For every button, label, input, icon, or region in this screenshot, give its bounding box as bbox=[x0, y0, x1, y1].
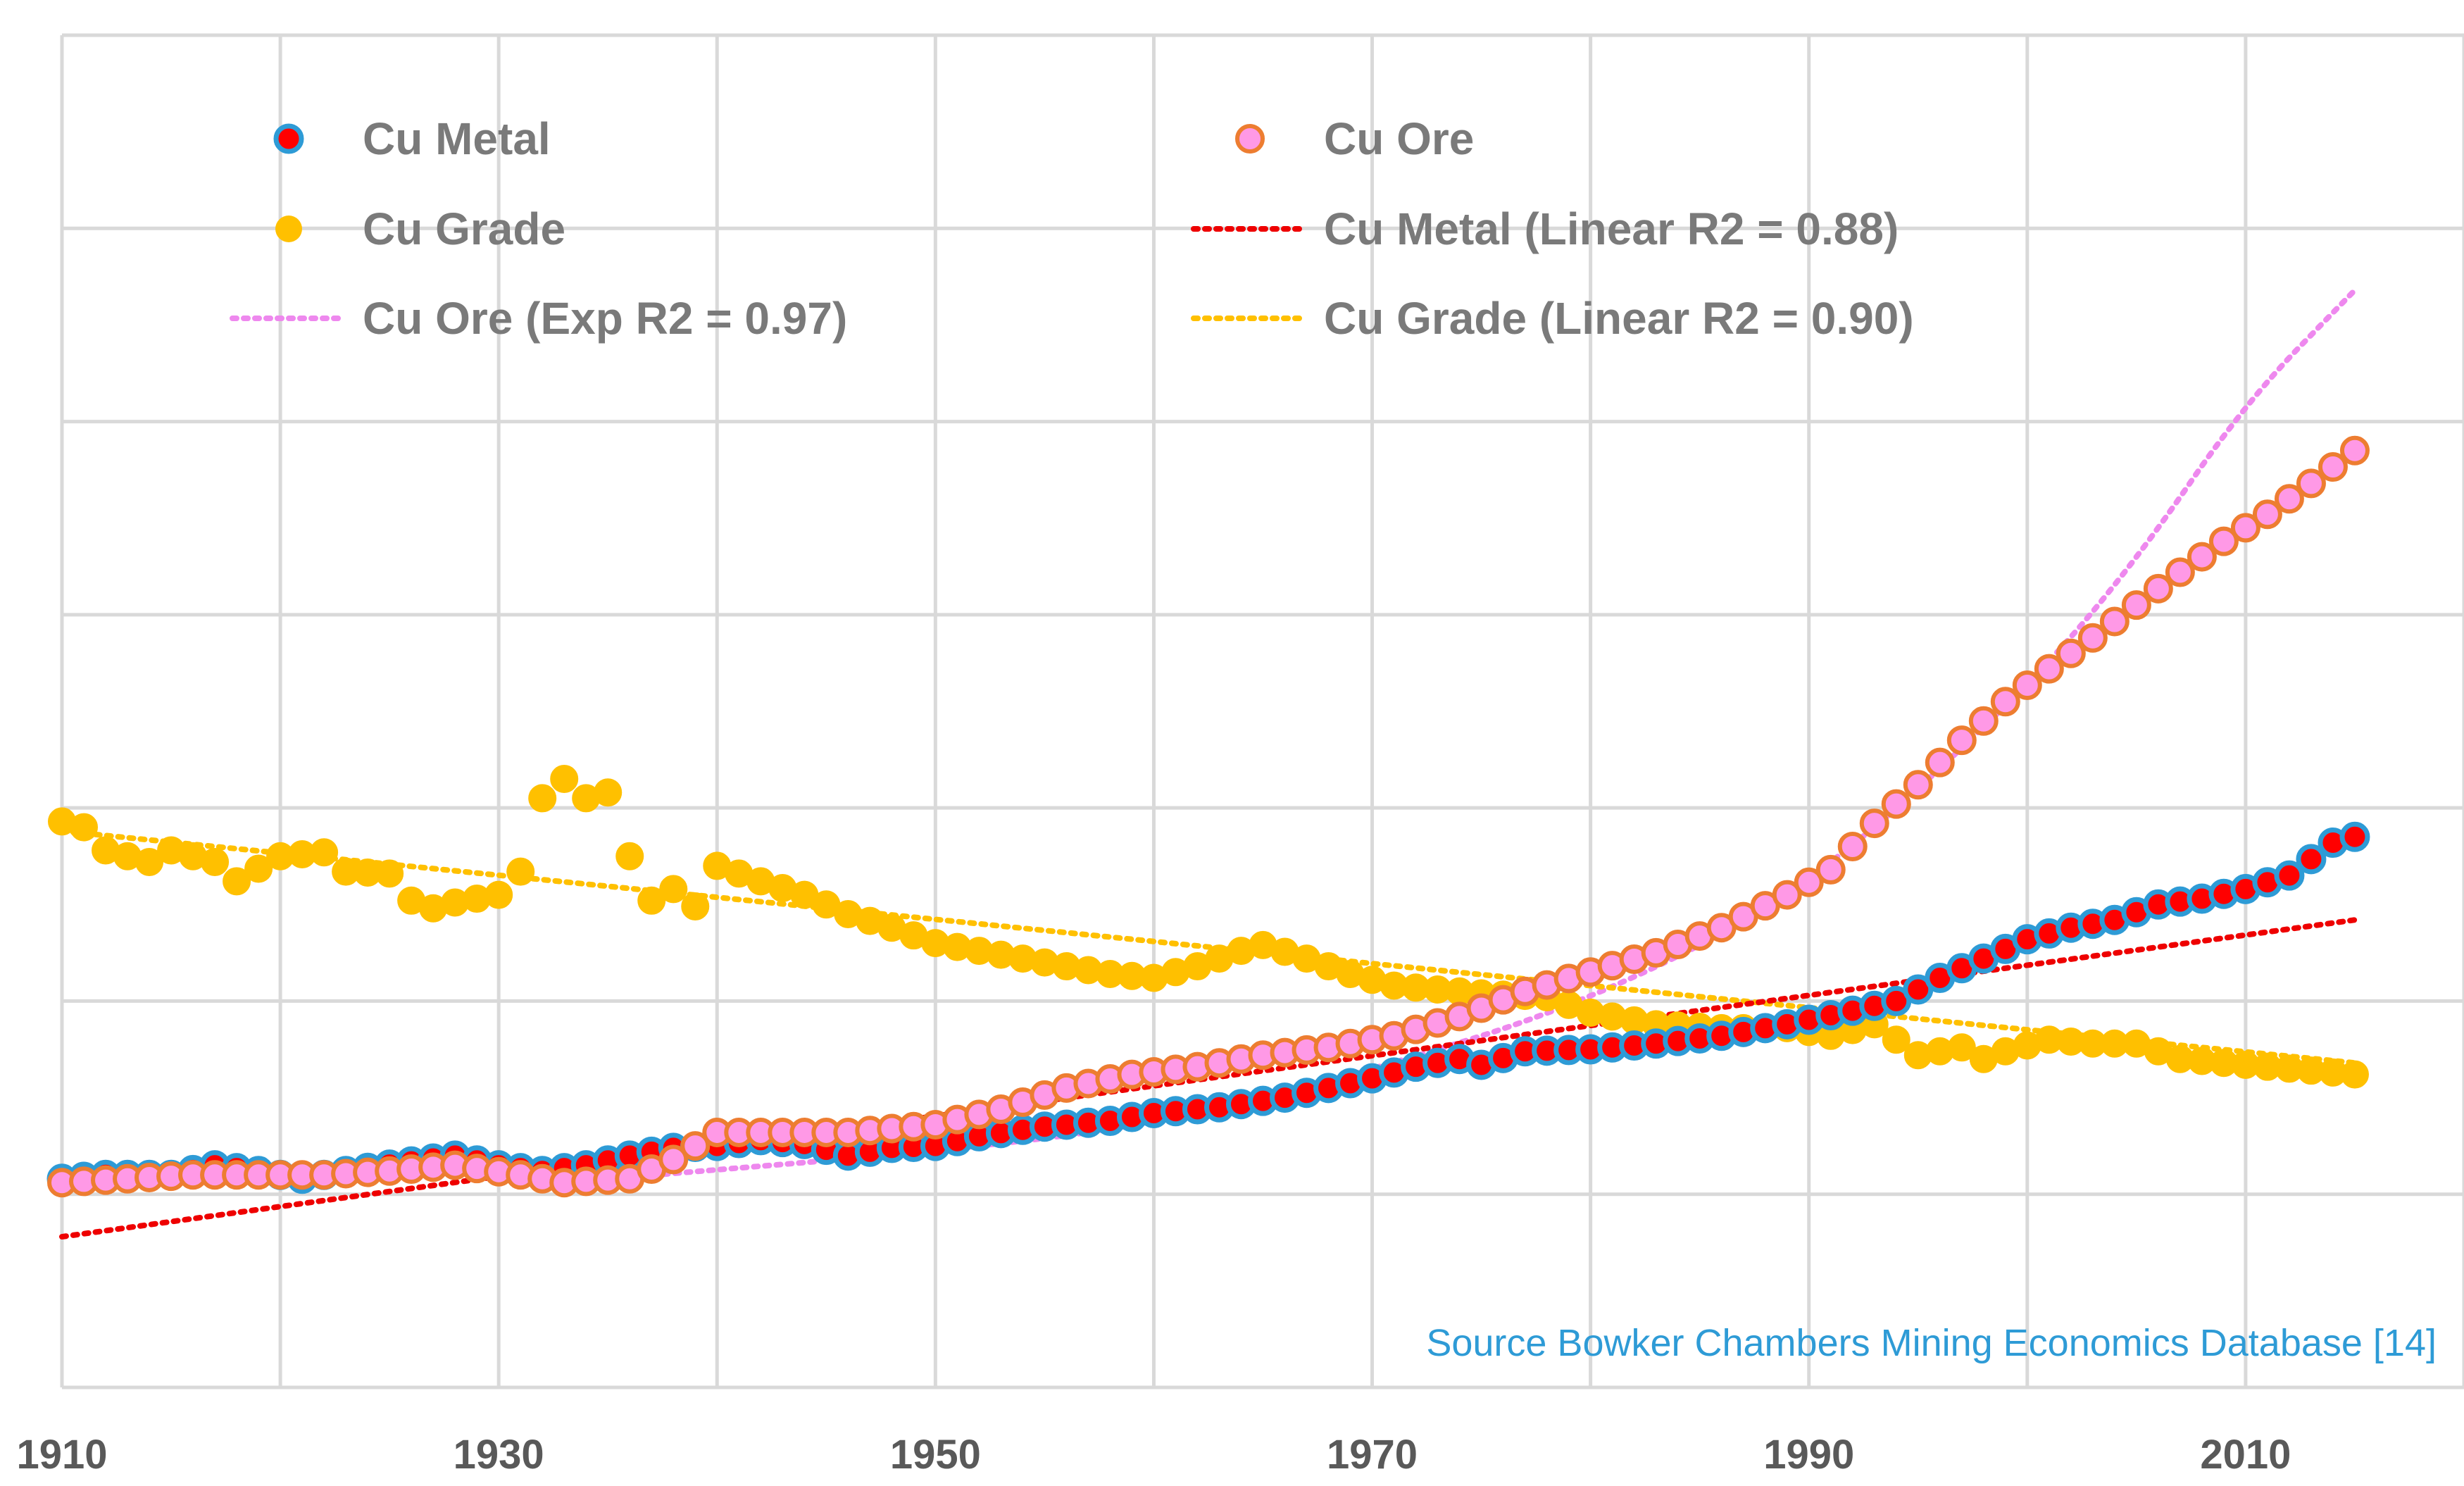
cu-ore-point bbox=[1925, 747, 1955, 778]
cu-ore-point bbox=[1968, 706, 1999, 736]
cu-metal-point bbox=[2274, 860, 2305, 891]
cu-grade-point bbox=[506, 857, 535, 886]
legend-marker bbox=[1235, 124, 1265, 154]
legend-marker bbox=[273, 123, 304, 154]
legend-item-grade: Cu Grade bbox=[275, 204, 565, 254]
cu-grade-point bbox=[1947, 1033, 1976, 1062]
legend-marker bbox=[275, 216, 302, 242]
cu-ore-point bbox=[1772, 880, 1802, 910]
cu-ore-point bbox=[1990, 687, 2020, 717]
legend: Cu Metal Cu Ore Cu Grade Cu Metal (Linear R… bbox=[230, 113, 1914, 344]
data-points bbox=[46, 435, 2370, 1198]
grid bbox=[60, 33, 2464, 1390]
cu-grade-point bbox=[135, 847, 164, 876]
trendlines bbox=[59, 287, 2358, 1240]
cu-ore-point bbox=[2121, 590, 2151, 620]
cu-grade-point bbox=[659, 875, 688, 904]
cu-grade-point bbox=[201, 847, 230, 876]
cu-ore-point bbox=[2012, 670, 2042, 700]
cu-ore-point bbox=[2252, 499, 2282, 530]
cu-ore-point bbox=[1859, 808, 1889, 839]
cu-grade-point bbox=[70, 813, 99, 842]
legend-label: Cu Grade (Linear R2 = 0.90) bbox=[1324, 293, 1914, 344]
cu-ore-point bbox=[1794, 867, 1824, 897]
cu-grade-point bbox=[550, 765, 579, 793]
cu-grade-point bbox=[2340, 1060, 2369, 1089]
cu-grade-point bbox=[484, 880, 513, 909]
cu-grade-point bbox=[1882, 1025, 1910, 1054]
cu-grade-point bbox=[244, 854, 273, 883]
cu-ore-point bbox=[2077, 623, 2108, 653]
cu-metal-point bbox=[2339, 821, 2370, 852]
cu-ore-point bbox=[2034, 654, 2064, 684]
cu-ore-point bbox=[2187, 542, 2217, 572]
legend-item-grade_trend: Cu Grade (Linear R2 = 0.90) bbox=[1191, 293, 1914, 344]
x-tick-label: 2010 bbox=[2200, 1432, 2291, 1478]
cu-metal-point bbox=[2296, 844, 2327, 875]
cu-grade-point bbox=[223, 867, 251, 896]
legend-label: Cu Metal bbox=[363, 113, 551, 164]
grade-linear-trendline bbox=[59, 828, 2358, 1066]
source-annotation: Source Bowker Chambers Mining Economics … bbox=[1426, 1322, 2437, 1364]
cu-grade-point bbox=[375, 859, 404, 888]
legend-label: Cu Ore (Exp R2 = 0.97) bbox=[363, 293, 847, 344]
legend-item-ore: Cu Ore bbox=[1235, 113, 1474, 164]
legend-label: Cu Ore bbox=[1324, 113, 1474, 164]
cu-ore-point bbox=[680, 1131, 711, 1161]
x-tick-label: 1990 bbox=[1763, 1432, 1854, 1478]
x-tick-label: 1950 bbox=[890, 1432, 981, 1478]
x-tick-label: 1970 bbox=[1327, 1432, 1418, 1478]
cu-ore-point bbox=[2165, 557, 2195, 587]
cu-ore-point bbox=[2056, 638, 2086, 668]
cu-grade-point bbox=[594, 778, 623, 807]
legend-item-metal: Cu Metal bbox=[273, 113, 551, 164]
x-axis-ticks: 1910 1930 1950 1970 1990 2010 bbox=[16, 1432, 2291, 1478]
legend-label: Cu Grade bbox=[363, 204, 565, 254]
cu-ore-point bbox=[1881, 789, 1911, 819]
legend-item-ore_trend: Cu Ore (Exp R2 = 0.97) bbox=[230, 293, 847, 344]
cu-ore-point bbox=[2274, 484, 2304, 514]
cu-ore-point bbox=[1837, 832, 1868, 861]
cu-grade-point bbox=[637, 886, 666, 915]
cu-ore-point bbox=[2318, 452, 2348, 482]
cu-ore-point bbox=[2230, 513, 2260, 543]
x-tick-label: 1930 bbox=[454, 1432, 544, 1478]
cu-ore-point bbox=[1815, 854, 1846, 885]
cu-grade-point bbox=[310, 838, 339, 867]
cu-ore-point bbox=[1903, 770, 1933, 800]
legend-item-metal_trend: Cu Metal (Linear R2 = 0.88) bbox=[1191, 204, 1899, 254]
cu-ore-point bbox=[2099, 606, 2130, 637]
cu-ore-point bbox=[2296, 468, 2326, 499]
cu-ore-point bbox=[658, 1144, 689, 1175]
cu-ore-point bbox=[2143, 573, 2173, 604]
cu-ore-point bbox=[2208, 526, 2239, 556]
cu-ore-point bbox=[1946, 725, 1977, 756]
cu-grade-point bbox=[528, 784, 557, 813]
x-tick-label: 1910 bbox=[16, 1432, 107, 1478]
cu-grade-point bbox=[681, 892, 710, 921]
cu-ore-point bbox=[2339, 435, 2370, 466]
cu-grade-point bbox=[615, 842, 644, 870]
legend-label: Cu Metal (Linear R2 = 0.88) bbox=[1324, 204, 1899, 254]
